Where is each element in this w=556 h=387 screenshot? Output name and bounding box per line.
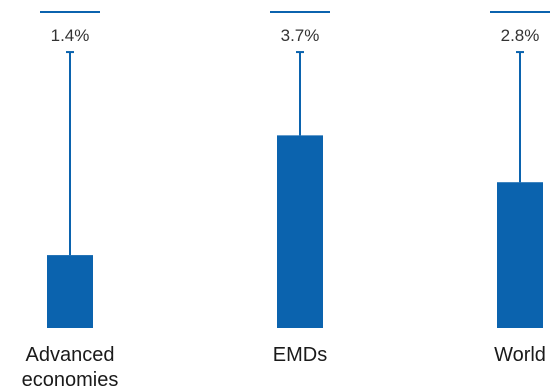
category-label-world: World [494,344,546,366]
category-label-advanced-economies-line-2: economies [22,369,119,387]
bar-world [497,182,543,328]
category-label-emds: EMDs [273,344,327,366]
value-label-emds: 3.7% [281,26,320,45]
value-label-world: 2.8% [501,26,540,45]
bar-advanced-economies [47,255,93,328]
value-label-advanced-economies: 1.4% [51,26,90,45]
bar-emds [277,135,323,328]
category-label-advanced-economies-line-1: Advanced [26,344,115,366]
